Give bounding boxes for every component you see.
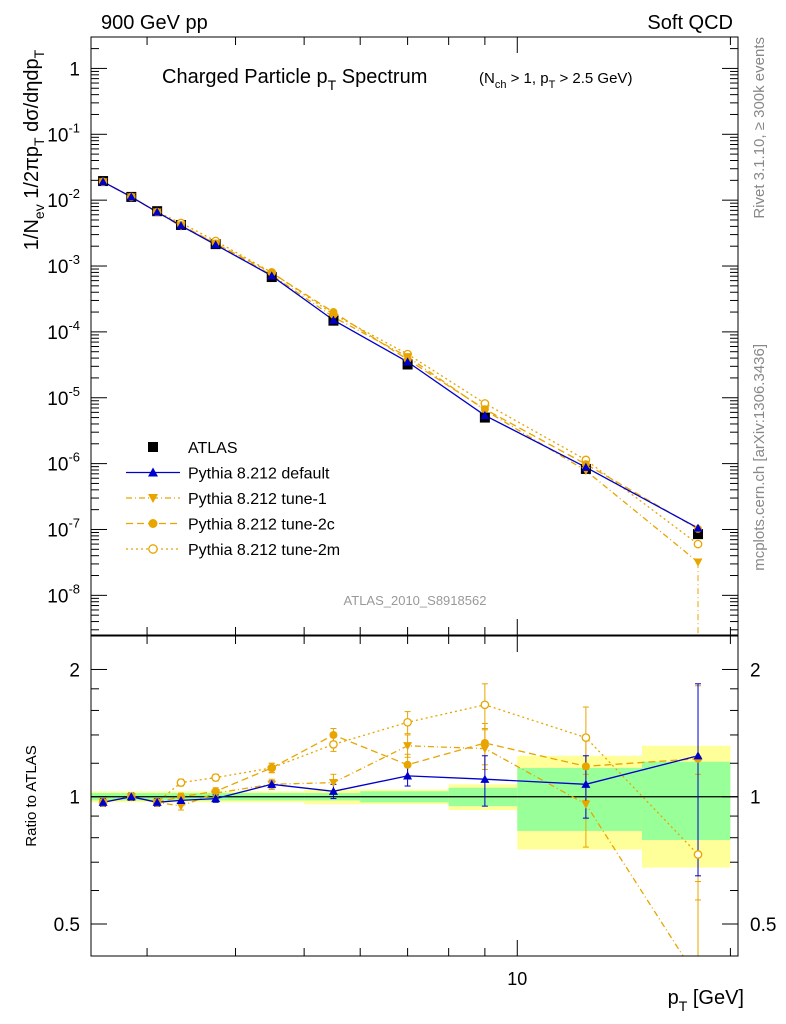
legend-label: Pythia 8.212 tune-2c xyxy=(188,517,335,534)
legend-label: ATLAS xyxy=(188,440,238,457)
ratio-data-point xyxy=(581,779,591,788)
rivet-label: Rivet 3.1.10, ≥ 300k events xyxy=(751,37,768,219)
ratio-data-point xyxy=(152,797,162,806)
ratio-data-point xyxy=(211,773,221,782)
legend-marker xyxy=(148,442,158,452)
x-tick-label: 10 xyxy=(507,969,527,989)
y-tick-label: 10-1 xyxy=(47,120,80,146)
mcplots-label: mcplots.cern.ch [arXiv:1306.3436] xyxy=(751,344,768,571)
mc-data-point xyxy=(98,177,108,186)
legend-label: Pythia 8.212 tune-1 xyxy=(188,491,327,508)
legend-marker xyxy=(148,544,158,554)
ratio-y-axis-label: Ratio to ATLAS xyxy=(23,745,40,846)
mc-data-point xyxy=(328,315,338,324)
ratio-data-point xyxy=(211,789,221,798)
mc-data-point xyxy=(176,221,186,230)
main-axis-ticks: 1 10-1 10-2 10-3 10-4 10-5 10-6 10-7 10-8 xyxy=(47,37,738,635)
y-tick-label: 10-2 xyxy=(47,186,80,212)
ratio-data-point xyxy=(403,771,413,780)
mc-data-point xyxy=(480,406,490,415)
ratio-data-point xyxy=(126,792,136,801)
chart-cuts: (Nch > 1, pT > 2.5 GeV) xyxy=(479,70,632,91)
header-category: Soft QCD xyxy=(647,12,733,34)
ratio-data-point xyxy=(480,700,490,710)
y-tick-label: 10-4 xyxy=(47,318,80,344)
mc-data-point xyxy=(126,192,136,201)
ratio-y-tick-label: 2 xyxy=(69,660,80,681)
ratio-data-point xyxy=(176,795,186,805)
main-data xyxy=(98,176,704,635)
ratio-data-point xyxy=(581,733,591,742)
legend-label: Pythia 8.212 tune-2m xyxy=(188,542,340,559)
y-tick-label: 1 xyxy=(69,59,80,80)
series-line-pythia-8-212-tune-1 xyxy=(102,181,699,563)
ratio-data-point xyxy=(267,779,277,788)
ratio-data-point xyxy=(267,763,276,772)
y-tick-label: 10-3 xyxy=(47,252,80,278)
ratio-data-point xyxy=(693,751,703,760)
mc-data-point xyxy=(693,558,703,567)
ratio-data-point xyxy=(329,740,338,749)
legend-label: Pythia 8.212 default xyxy=(188,466,330,483)
ratio-y-tick-label-right: 1 xyxy=(750,788,761,809)
y-tick-label: 10-7 xyxy=(47,515,80,541)
legend-marker xyxy=(148,467,158,477)
ratio-bands xyxy=(91,745,738,868)
ratio-frame xyxy=(90,635,739,957)
y-tick-label: 10-5 xyxy=(47,384,80,410)
mc-data-point xyxy=(693,539,703,549)
ratio-data-point xyxy=(403,717,412,727)
ratio-axis-ticks: 10 2 2 1 1 0.5 0.5 xyxy=(54,636,776,989)
ratio-data-point xyxy=(693,850,703,859)
y-tick-label: 10-6 xyxy=(47,450,80,476)
ratio-y-tick-label-right: 0.5 xyxy=(750,915,776,936)
stat-uncertainty-band xyxy=(641,761,731,841)
y-tick-label: 10-8 xyxy=(47,581,80,607)
header-energy: 900 GeV pp xyxy=(101,12,208,34)
mc-data-point xyxy=(267,271,277,280)
mc-data-point xyxy=(480,410,490,419)
ratio-data-point xyxy=(328,786,338,795)
main-y-axis-label: 1/Nev 1/2πpT dσ/dηdpT xyxy=(21,49,47,250)
ratio-data-point xyxy=(176,778,186,787)
mc-data-point xyxy=(403,353,413,362)
ratio-data-point xyxy=(403,760,412,769)
ratio-y-tick-label: 1 xyxy=(69,788,80,809)
mc-data-point xyxy=(693,523,703,532)
ratio-data-point xyxy=(98,797,108,806)
ratio-data-point xyxy=(581,762,590,771)
atlas-data-point xyxy=(693,529,704,540)
ratio-data-point xyxy=(581,800,591,809)
legend-marker xyxy=(148,519,158,528)
mc-data-point xyxy=(211,240,221,249)
legend: ATLAS Pythia 8.212 default Pythia 8.212 tu… xyxy=(126,440,340,559)
ratio-data-point xyxy=(176,802,186,811)
analysis-id: ATLAS_2010_S8918562 xyxy=(344,593,487,608)
x-axis-label: pT [GeV] xyxy=(668,987,744,1014)
ratio-data-point xyxy=(480,744,490,754)
ratio-data-point xyxy=(480,774,490,783)
ratio-data-point xyxy=(403,742,413,751)
ratio-data-point xyxy=(328,779,338,788)
mc-data-point xyxy=(152,207,162,216)
ratio-y-tick-label: 0.5 xyxy=(54,915,80,936)
ratio-y-tick-label-right: 2 xyxy=(750,660,761,681)
mc-data-point xyxy=(581,462,591,471)
ratio-data-point xyxy=(211,794,221,803)
legend-marker xyxy=(148,494,158,503)
mc-data-point xyxy=(403,357,413,366)
main-frame xyxy=(90,36,739,636)
chart-title: Charged Particle pT Spectrum xyxy=(162,66,427,93)
series-line-pythia-8-212-tune-2m xyxy=(102,181,699,545)
ratio-data xyxy=(98,683,703,956)
ratio-data-point xyxy=(329,730,338,739)
